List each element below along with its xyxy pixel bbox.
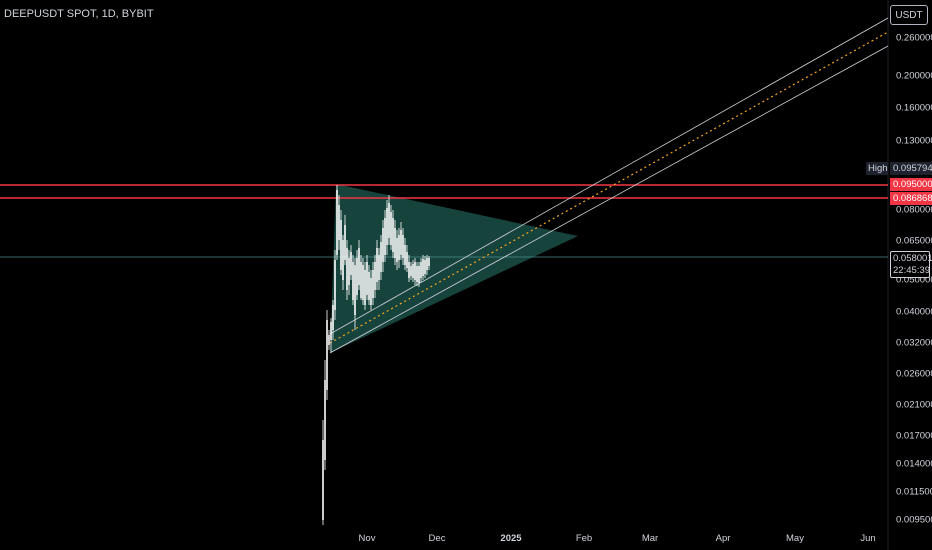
last-price-badge: 0.058001 22:45:39 <box>890 251 932 278</box>
price-tick-label: 0.065000 <box>896 235 932 247</box>
candle-body <box>330 322 332 340</box>
candle-body <box>376 248 378 282</box>
candle-body <box>382 228 384 262</box>
price-tick-label: 0.017000 <box>896 430 932 442</box>
price-tick-label: 0.130000 <box>896 135 932 147</box>
candle-body <box>364 270 366 305</box>
price-tick-label: 0.026000 <box>896 368 932 380</box>
candle-body <box>336 190 338 255</box>
candle-body <box>346 248 348 290</box>
candle-body <box>366 262 368 295</box>
candle-body <box>362 265 364 300</box>
candle-body <box>368 272 370 300</box>
price-tick-label: 0.040000 <box>896 306 932 318</box>
candle-body <box>398 235 400 260</box>
time-tick-label: Apr <box>715 533 731 544</box>
candle-body <box>424 260 426 274</box>
candle-body <box>332 305 334 330</box>
candle-body <box>370 278 372 305</box>
candle-body <box>418 266 420 283</box>
countdown-value: 22:45:39 <box>893 265 930 276</box>
candle-body <box>356 258 358 295</box>
candle-body <box>416 266 418 282</box>
channel-upper-line <box>329 17 889 335</box>
candle-body <box>410 266 412 276</box>
currency-button[interactable]: USDT <box>890 5 928 25</box>
candle-body <box>340 220 342 270</box>
candle-body <box>388 203 390 238</box>
time-tick-label: Dec <box>428 533 446 544</box>
candle-body <box>338 205 340 240</box>
level-upper-badge: 0.095000 <box>890 178 932 191</box>
candle-body <box>414 262 416 280</box>
candle-body <box>322 440 324 520</box>
candle-body <box>400 230 402 255</box>
candle-body <box>348 258 350 285</box>
candle-body <box>404 245 406 265</box>
candle-body <box>328 335 330 345</box>
time-tick-label: Mar <box>641 533 659 544</box>
candle-body <box>428 258 430 266</box>
price-tick-label: 0.260000 <box>896 32 932 44</box>
time-tick-label: Jun <box>860 533 876 544</box>
price-tick-label: 0.011500 <box>896 486 932 498</box>
candle-body <box>412 264 414 278</box>
price-tick-label: 0.080000 <box>896 204 932 216</box>
candle-body <box>334 260 336 310</box>
candle-body <box>326 320 328 390</box>
level-lower-badge: 0.086868 <box>890 192 932 205</box>
price-tick-label: 0.200000 <box>896 70 932 82</box>
candle-body <box>350 252 352 275</box>
candle-body <box>342 240 344 280</box>
candle-body <box>386 208 388 245</box>
channel-lower-line <box>329 45 889 354</box>
candle-body <box>420 262 422 278</box>
candle-body <box>354 265 356 315</box>
chart-title: DEEPUSDT SPOT, 1D, BYBIT <box>4 8 154 20</box>
candle-body <box>344 225 346 260</box>
candle-body <box>408 262 410 278</box>
price-tick-label: 0.160000 <box>896 102 932 114</box>
time-tick-label: Nov <box>358 533 376 544</box>
high-label: High <box>866 162 888 175</box>
time-tick-label: May <box>786 533 804 544</box>
price-tick-label: 0.014000 <box>896 458 932 470</box>
time-tick-label: 2025 <box>500 533 522 544</box>
candle-body <box>402 235 404 258</box>
candle-body <box>358 248 360 285</box>
candle-body <box>426 258 428 270</box>
candle-body <box>396 238 398 262</box>
time-tick-label: Feb <box>575 533 593 544</box>
candle-body <box>352 262 354 300</box>
symmetrical-triangle <box>330 184 578 353</box>
candle-body <box>374 262 376 290</box>
candles-group <box>322 185 430 525</box>
candle-body <box>390 212 392 245</box>
price-tick-label: 0.050000 <box>896 274 932 286</box>
candle-body <box>324 380 326 460</box>
candle-body <box>384 218 386 255</box>
high-value-badge: 0.095794 <box>890 162 932 175</box>
price-tick-label: 0.021000 <box>896 399 932 411</box>
price-tick-label: 0.009500 <box>896 514 932 526</box>
candle-body <box>372 270 374 298</box>
candle-body <box>380 242 382 272</box>
last-price-value: 0.058001 <box>893 253 932 264</box>
candle-body <box>394 228 396 258</box>
candle-body <box>392 218 394 252</box>
channel-median-line <box>329 31 889 344</box>
candle-body <box>422 259 424 276</box>
price-tick-label: 0.032000 <box>896 337 932 349</box>
candle-body <box>360 262 362 298</box>
candle-body <box>406 252 408 268</box>
candle-body <box>378 255 380 280</box>
